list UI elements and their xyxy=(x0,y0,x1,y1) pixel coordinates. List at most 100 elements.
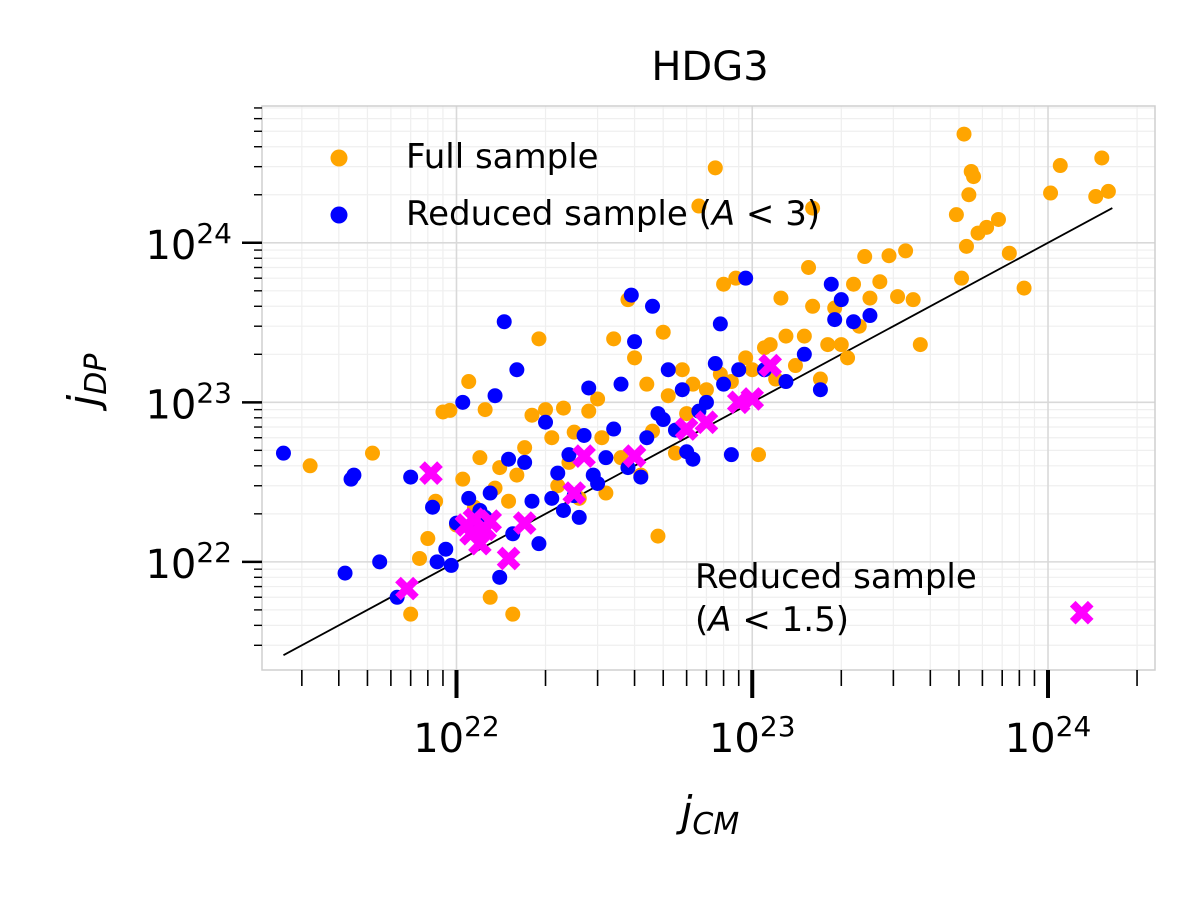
data-point xyxy=(890,289,906,305)
x-tick-label: 1023 xyxy=(709,710,796,762)
data-point xyxy=(455,394,471,410)
y-axis-tick-labels: 1022 1023 1024 xyxy=(145,217,232,588)
data-point xyxy=(505,606,521,622)
data-point xyxy=(501,493,517,509)
data-point xyxy=(645,298,661,314)
data-point xyxy=(302,458,318,474)
data-point-x xyxy=(622,444,647,468)
data-point-x xyxy=(419,461,443,485)
data-point xyxy=(796,346,812,362)
data-point xyxy=(517,454,533,470)
x-axis-label-sub: CM xyxy=(692,807,739,842)
data-point xyxy=(372,554,388,570)
data-point xyxy=(639,376,655,392)
data-point xyxy=(912,337,928,353)
data-point xyxy=(538,414,554,430)
points-layer xyxy=(275,126,1116,625)
data-point xyxy=(655,324,671,340)
data-point xyxy=(606,331,622,347)
data-point xyxy=(862,290,878,306)
data-point xyxy=(538,402,554,418)
data-point xyxy=(346,467,362,483)
data-point xyxy=(531,331,547,347)
y-axis-label: jDP xyxy=(59,353,114,412)
plot-frame xyxy=(261,105,1156,671)
data-point xyxy=(639,430,655,446)
data-point xyxy=(524,493,540,509)
data-point xyxy=(509,467,525,483)
data-point xyxy=(561,447,577,463)
data-point xyxy=(833,292,849,308)
data-point xyxy=(598,450,614,466)
data-point xyxy=(787,358,803,374)
data-point xyxy=(990,211,1006,227)
data-point xyxy=(801,259,817,275)
data-point-x xyxy=(468,531,492,556)
data-point xyxy=(623,287,639,303)
data-point xyxy=(881,248,897,264)
data-point xyxy=(438,541,454,557)
data-point-x xyxy=(694,410,719,435)
data-point xyxy=(674,362,690,378)
series-reduced xyxy=(275,270,878,605)
data-point xyxy=(778,374,794,390)
data-point xyxy=(812,382,828,398)
data-point xyxy=(778,328,794,344)
legend-marker-full-sample xyxy=(330,149,348,167)
data-point xyxy=(455,471,471,487)
data-point xyxy=(712,316,728,332)
data-point xyxy=(738,350,754,366)
data-point xyxy=(492,569,508,585)
data-point xyxy=(531,536,547,552)
data-point xyxy=(958,238,974,254)
data-point xyxy=(571,509,587,525)
data-point xyxy=(606,421,622,437)
data-point xyxy=(517,440,533,456)
data-point xyxy=(1016,280,1032,296)
chart-title: HDG3 xyxy=(651,44,768,90)
legend-marker-reduced-sample xyxy=(330,206,348,224)
data-point xyxy=(613,376,629,392)
data-point xyxy=(576,427,592,443)
x-axis-label: jCM xyxy=(676,787,740,842)
data-point xyxy=(581,380,597,396)
data-point xyxy=(1052,158,1068,174)
data-point xyxy=(840,350,856,366)
data-point-x xyxy=(395,576,419,601)
data-point xyxy=(555,400,571,416)
data-point-x xyxy=(1069,600,1094,625)
x-axis-ticks xyxy=(301,670,1138,698)
data-point xyxy=(857,249,873,265)
y-axis-ticks xyxy=(242,107,262,646)
y-axis-label-sub: DP xyxy=(79,353,114,395)
legend: Full sample Reduced sample (A < 3) xyxy=(330,137,820,234)
data-point xyxy=(633,469,649,485)
data-point xyxy=(496,314,512,330)
data-point xyxy=(627,334,643,350)
data-point xyxy=(403,606,419,622)
data-point xyxy=(827,312,843,328)
annotation-reduced-sample-a15: Reduced sample (A < 1.5) xyxy=(695,557,977,640)
y-axis-label-main: j xyxy=(59,394,108,411)
data-point-x xyxy=(758,353,783,378)
data-point xyxy=(979,219,995,235)
data-point-x xyxy=(674,417,699,441)
data-point xyxy=(905,292,921,308)
x-axis-tick-labels: 1022 1023 1024 xyxy=(413,710,1091,762)
data-point xyxy=(550,465,566,481)
data-point xyxy=(461,490,477,506)
data-point xyxy=(667,445,683,461)
data-point xyxy=(501,451,517,467)
data-point xyxy=(420,531,436,547)
data-point xyxy=(698,394,714,410)
data-point xyxy=(698,382,714,398)
data-point xyxy=(555,502,571,518)
x-tick-label: 1022 xyxy=(413,710,500,762)
data-point-x xyxy=(512,511,537,535)
data-point xyxy=(716,376,732,392)
grid-minor xyxy=(262,106,1155,670)
data-point xyxy=(833,337,849,353)
data-point xyxy=(581,403,597,419)
data-point xyxy=(751,447,767,463)
data-point xyxy=(812,371,828,387)
